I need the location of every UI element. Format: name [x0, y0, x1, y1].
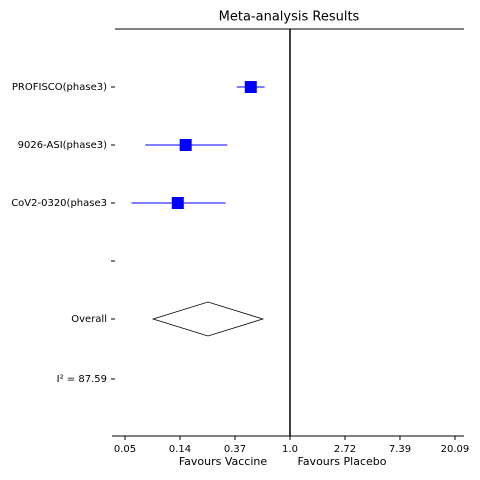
y-tick-label: CoV2-0320(phase3 [11, 198, 107, 209]
x-tick-label: 0.37 [224, 444, 246, 455]
overall-label: Overall [71, 314, 107, 325]
x-tick-label: 1.0 [282, 444, 298, 455]
x-tick-label: 2.72 [334, 444, 356, 455]
y-tick-label: 9026-ASI(phase3) [18, 140, 107, 151]
x-tick-label: 0.14 [169, 444, 191, 455]
x-label-right: Favours Placebo [298, 455, 387, 468]
y-tick-label: PROFISCO(phase3) [12, 82, 107, 93]
x-label-left: Favours Vaccine [179, 455, 268, 468]
x-tick-label: 20.09 [441, 444, 470, 455]
x-tick-label: 7.39 [389, 444, 411, 455]
x-tick-label: 0.05 [114, 444, 136, 455]
heterogeneity-label: I² = 87.59 [57, 374, 107, 385]
estimate-marker [179, 139, 192, 151]
overall-diamond [151, 301, 265, 337]
estimate-marker [171, 197, 184, 209]
estimate-marker [244, 81, 257, 93]
chart-title: Meta-analysis Results [219, 10, 360, 25]
